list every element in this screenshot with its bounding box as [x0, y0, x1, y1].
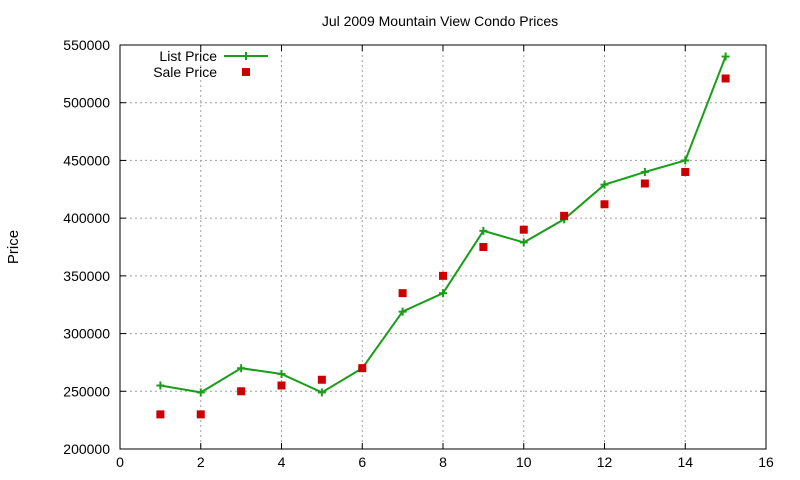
y-tick-label: 300000: [63, 326, 110, 342]
y-tick-label: 500000: [63, 95, 110, 111]
list-price-point: [479, 226, 488, 235]
list-price-point: [721, 52, 730, 61]
sale-price-point: [640, 179, 649, 188]
list-price-point: [277, 369, 286, 378]
sale-price-point: [156, 410, 165, 419]
list-price-point: [317, 388, 326, 397]
series-list-price: [156, 52, 730, 397]
y-tick-label: 350000: [63, 268, 110, 284]
sale-price-point: [479, 243, 488, 251]
list-price-point: [640, 167, 649, 176]
list-price-point: [398, 307, 407, 316]
legend-label: List Price: [159, 48, 217, 64]
x-tick-label: 0: [116, 454, 124, 470]
sale-price-point: [681, 167, 690, 176]
axis-ticks: 0 2 4 6 8 10 12 14 16 200000 250000 300000 350000 400…: [63, 37, 774, 470]
x-tick-label: 16: [758, 454, 774, 470]
sale-price-point: [196, 410, 205, 419]
x-tick-label: 8: [439, 454, 447, 470]
sale-price-point: [560, 211, 569, 220]
sale-price-point: [277, 381, 286, 390]
legend-label: Sale Price: [153, 64, 217, 80]
sale-price-point: [237, 387, 246, 396]
chart-title: Jul 2009 Mountain View Condo Prices: [322, 13, 558, 29]
series-sale-price: [156, 74, 730, 419]
y-tick-label: 400000: [63, 210, 110, 226]
y-tick-label: 250000: [63, 383, 110, 399]
sale-price-point: [317, 375, 326, 384]
list-price-point: [439, 289, 447, 298]
legend-square-swatch: [242, 68, 250, 76]
x-tick-label: 6: [358, 454, 366, 470]
y-tick-label: 200000: [63, 441, 110, 457]
y-axis-label: Price: [5, 230, 22, 264]
x-tick-label: 2: [197, 454, 205, 470]
series-layer: [156, 52, 730, 419]
sale-price-point: [398, 289, 407, 298]
grid-lines: [120, 45, 766, 449]
list-price-point: [196, 388, 205, 397]
y-tick-label: 550000: [63, 37, 110, 53]
x-tick-label: 4: [278, 454, 286, 470]
list-price-point: [519, 238, 528, 247]
sale-price-point: [519, 225, 528, 234]
x-tick-label: 12: [597, 454, 613, 470]
list-price-point: [156, 381, 165, 390]
sale-price-point: [439, 271, 447, 280]
y-tick-label: 450000: [63, 152, 110, 168]
sale-price-point: [600, 200, 609, 209]
sale-price-point: [358, 364, 367, 373]
list-price-point: [600, 180, 609, 189]
list-price-point: [237, 364, 246, 373]
x-tick-label: 10: [516, 454, 532, 470]
sale-price-point: [721, 74, 730, 83]
x-tick-label: 14: [677, 454, 693, 470]
list-price-point: [681, 156, 690, 165]
